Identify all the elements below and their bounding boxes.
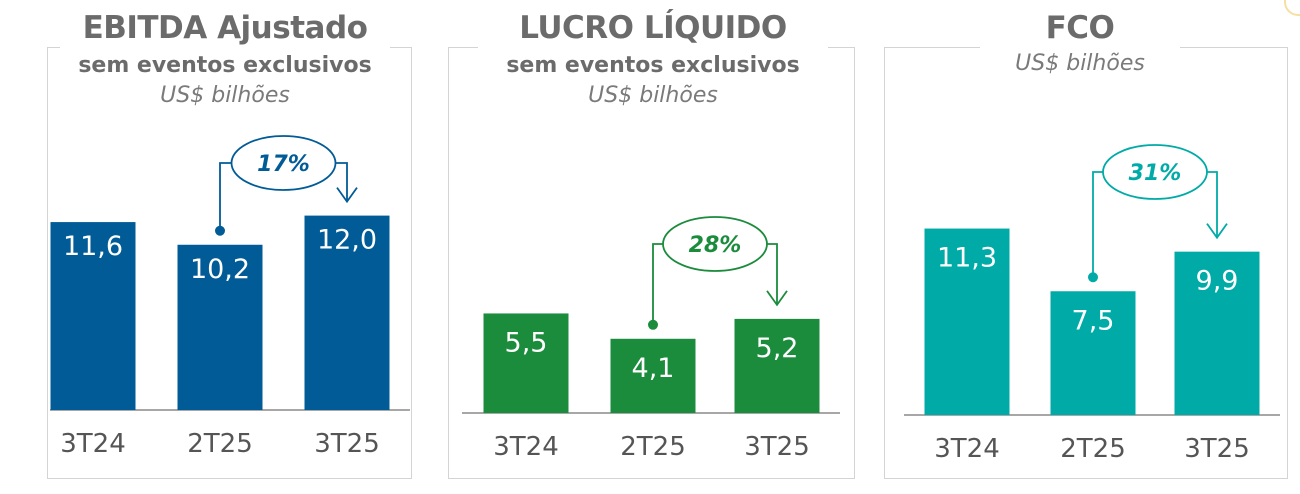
fco-growth-label: 31% — [1129, 161, 1182, 186]
fco-tick-label: 3T25 — [1184, 434, 1250, 464]
lucro-annotation-line-right — [767, 243, 778, 305]
ebitda-growth-label: 17% — [257, 152, 310, 177]
lucro-value-label: 5,2 — [756, 333, 799, 364]
ebitda-chart: 11,6 3T24 10,2 2T25 12,0 3T25 17% — [50, 135, 410, 459]
ebitda-growth-ellipse — [230, 135, 337, 191]
ebitda-annotation-line-right — [335, 162, 348, 202]
lucro-growth-label: 28% — [689, 233, 742, 258]
ebitda-bar — [50, 222, 136, 410]
lucro-header: LUCRO LÍQUIDO sem eventos exclusivos US$… — [478, 10, 828, 110]
lucro-growth-ellipse — [662, 216, 768, 272]
ebitda-title: EBITDA Ajustado — [82, 10, 368, 46]
ebitda-value-label: 11,6 — [63, 231, 123, 262]
lucro-tick-label: 2T25 — [620, 432, 686, 462]
lucro-tick-label: 3T25 — [744, 432, 810, 462]
fco-unit: US$ bilhões — [1015, 51, 1145, 76]
ebitda-subtitle: sem eventos exclusivos — [78, 53, 372, 78]
ebitda-tick-label: 2T25 — [187, 429, 253, 459]
fco-annotation-arrowhead-icon — [1206, 223, 1228, 240]
fco-annotation-line-left — [1092, 171, 1103, 278]
ebitda-unit: US$ bilhões — [160, 83, 290, 108]
lucro-annotation-line-left — [652, 243, 663, 325]
fco-tick-label: 3T24 — [934, 434, 1000, 464]
lucro-bar — [483, 313, 569, 413]
ebitda-tick-label: 3T24 — [60, 429, 126, 459]
lucro-tick-label: 3T24 — [493, 432, 559, 462]
ebitda-header: EBITDA Ajustado sem eventos exclusivos U… — [60, 10, 390, 110]
lucro-panel: LUCRO LÍQUIDO sem eventos exclusivos US$… — [420, 0, 860, 494]
lucro-bar — [734, 318, 820, 413]
ebitda-annotation-arrowhead-icon — [336, 187, 358, 204]
fco-chart: 11,3 3T24 7,5 2T25 9,9 3T25 31% — [904, 144, 1280, 464]
lucro-annotation-arrowhead-icon — [766, 290, 788, 307]
lucro-chart: 5,5 3T24 4,1 2T25 5,2 3T25 28% — [462, 216, 840, 462]
ebitda-bar — [177, 244, 263, 410]
lucro-subtitle: sem eventos exclusivos — [506, 53, 800, 78]
fco-title: FCO — [1045, 10, 1115, 46]
fco-bar — [1050, 291, 1136, 415]
fco-bar — [924, 228, 1010, 415]
lucro-title: LUCRO LÍQUIDO — [519, 10, 787, 46]
ebitda-panel: EBITDA Ajustado sem eventos exclusivos U… — [0, 0, 420, 494]
lucro-unit: US$ bilhões — [588, 83, 718, 108]
fco-annotation-line-right — [1207, 171, 1218, 238]
fco-panel: FCO US$ bilhões 11,3 3T24 7,5 2T25 9,9 3T25 31… — [860, 0, 1300, 494]
ebitda-value-label: 12,0 — [317, 225, 377, 256]
fco-bar — [1174, 251, 1260, 415]
fco-growth-ellipse — [1102, 144, 1208, 200]
ebitda-tick-label: 3T25 — [314, 429, 380, 459]
ebitda-annotation-line-left — [219, 162, 232, 231]
fco-header: FCO US$ bilhões — [980, 10, 1180, 78]
ebitda-value-label: 10,2 — [190, 254, 250, 285]
fco-value-label: 11,3 — [937, 243, 997, 274]
lucro-bar — [610, 338, 696, 413]
ebitda-bar — [304, 215, 390, 410]
fco-value-label: 9,9 — [1196, 266, 1239, 297]
fco-tick-label: 2T25 — [1060, 434, 1126, 464]
lucro-value-label: 5,5 — [505, 327, 548, 358]
corner-decoration — [1284, 0, 1300, 16]
fco-value-label: 7,5 — [1072, 305, 1115, 336]
lucro-value-label: 4,1 — [632, 353, 675, 384]
